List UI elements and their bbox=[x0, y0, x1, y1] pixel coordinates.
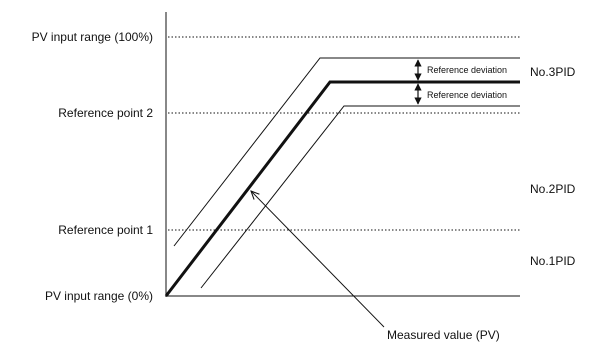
reference-deviation-lower-label: Reference deviation bbox=[427, 90, 507, 100]
measured-value-line bbox=[164, 80, 520, 297]
measured-value-leader bbox=[251, 191, 385, 328]
no1pid-label: No.1PID bbox=[530, 254, 576, 268]
lower-deviation-line bbox=[200, 105, 520, 289]
no3pid-label: No.3PID bbox=[530, 65, 576, 79]
pv-input-range-max-label: PV input range (100%) bbox=[32, 30, 153, 44]
pv-input-range-min-label: PV input range (0%) bbox=[45, 289, 153, 303]
reference-point-1-label: Reference point 1 bbox=[58, 223, 153, 237]
reference-deviation-upper-label: Reference deviation bbox=[427, 65, 507, 75]
reference-point-2-label: Reference point 2 bbox=[58, 106, 153, 120]
no2pid-label: No.2PID bbox=[530, 182, 576, 196]
measured-value-label: Measured value (PV) bbox=[387, 328, 500, 342]
upper-deviation-line bbox=[173, 57, 520, 247]
